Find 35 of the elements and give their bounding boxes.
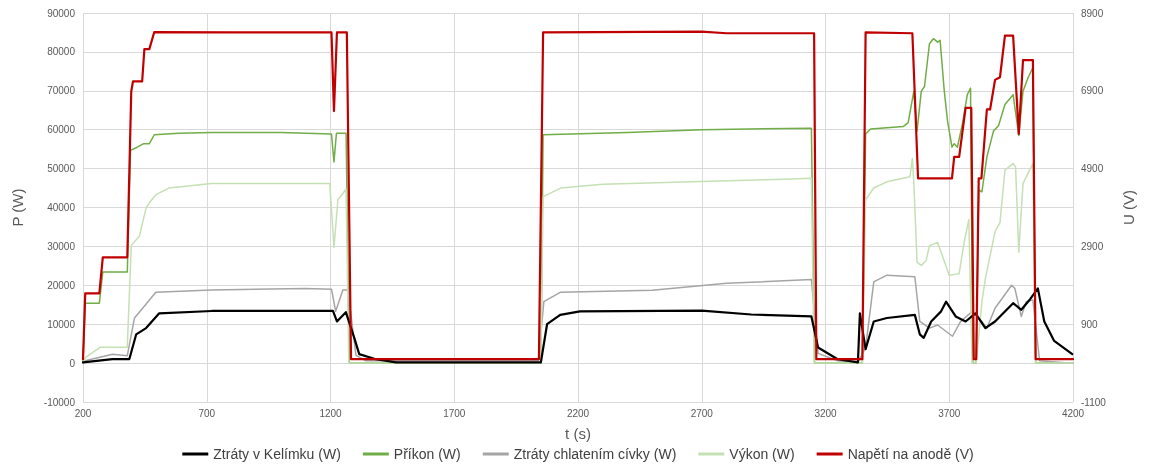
y2-tick-label: -1100 [1081, 396, 1107, 408]
x-tick-label: 2700 [690, 407, 714, 419]
line-series [82, 157, 1074, 364]
y-tick-label: 40000 [47, 202, 76, 213]
y-axis-title: P (W) [9, 188, 26, 227]
y-tick-label: 70000 [47, 85, 76, 97]
x-axis-title: t (s) [565, 425, 591, 442]
y-tick-label: -10000 [43, 396, 76, 408]
y-tick-label: 60000 [47, 124, 76, 136]
y-tick-label: 30000 [47, 240, 76, 252]
y-tick-label: 50000 [47, 163, 76, 175]
y2-tick-label: 4900 [1081, 163, 1104, 175]
y-tick-label: 80000 [47, 46, 76, 58]
x-tick-label: 3700 [938, 407, 961, 419]
x-tick-label: 4200 [1061, 407, 1085, 419]
legend-label: Výkon (W) [729, 446, 795, 462]
y-tick-label: 10000 [47, 318, 76, 330]
y2-tick-label: 8900 [1081, 7, 1104, 19]
y2-tick-label: 900 [1081, 318, 1099, 330]
x-tick-label: 1700 [443, 407, 466, 419]
x-tick-label: 3200 [814, 407, 838, 419]
legend-label: Napětí na anodě (V) [847, 446, 974, 462]
legend-label: Příkon (W) [393, 446, 461, 462]
x-tick-label: 2200 [566, 407, 590, 419]
legend-label: Ztráty chlatením cívky (W) [513, 446, 677, 462]
x-tick-label: 200 [74, 407, 92, 419]
y-tick-label: 20000 [47, 279, 76, 291]
y2-tick-label: 2900 [1081, 240, 1104, 252]
x-tick-label: 1200 [319, 407, 343, 419]
y-tick-label: 0 [69, 357, 76, 369]
y-tick-label: 90000 [47, 7, 76, 19]
legend-label: Ztráty v Kelímku (W) [213, 446, 341, 462]
y2-axis-title: U (V) [1120, 190, 1137, 225]
x-tick-label: 700 [198, 407, 216, 419]
y2-tick-label: 6900 [1081, 85, 1104, 97]
